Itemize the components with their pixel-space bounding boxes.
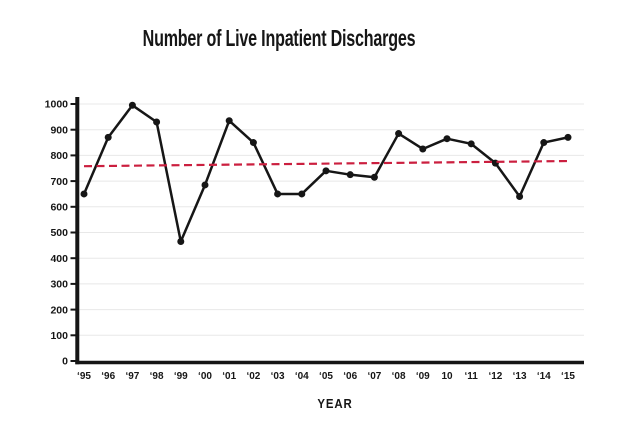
x-tick-label: ‘12 — [488, 371, 502, 382]
x-tick-label: ‘13 — [513, 371, 527, 382]
data-point — [370, 173, 378, 181]
y-tick-label: 800 — [50, 150, 68, 162]
x-tick-label: ‘15 — [561, 371, 575, 382]
y-tick-label: 700 — [50, 176, 68, 188]
x-tick-label: ‘00 — [198, 371, 212, 382]
data-point — [298, 190, 306, 198]
data-point — [225, 117, 233, 125]
y-tick-label: 600 — [50, 202, 68, 214]
data-point — [128, 101, 136, 109]
data-point — [80, 190, 88, 198]
data-point — [467, 140, 475, 148]
y-tick-label: 300 — [50, 279, 68, 291]
data-point — [153, 118, 161, 126]
x-tick-label: ‘02 — [246, 371, 260, 382]
x-tick-label: ‘01 — [222, 371, 236, 382]
x-tick-label: ‘08 — [392, 371, 406, 382]
data-point — [491, 159, 499, 167]
x-tick-label: ‘07 — [367, 371, 381, 382]
data-point — [322, 167, 330, 175]
data-point — [419, 145, 427, 153]
data-point — [443, 135, 451, 143]
chart-title: Number of Live Inpatient Discharges — [142, 25, 416, 51]
data-point — [395, 130, 403, 138]
x-tick-label: ‘95 — [77, 371, 91, 382]
x-tick-label: ‘09 — [416, 371, 430, 382]
y-tick-label: 200 — [50, 304, 68, 316]
data-point — [104, 133, 112, 141]
x-tick-label: ‘06 — [343, 371, 357, 382]
y-tick-label: 1000 — [45, 99, 69, 111]
x-axis-title: YEAR — [317, 396, 353, 411]
x-tick-label: ‘03 — [271, 371, 285, 382]
x-tick-label: ‘14 — [537, 371, 551, 382]
x-tick-label: ‘98 — [150, 371, 164, 382]
data-point — [249, 139, 257, 147]
x-tick-label: ‘04 — [295, 371, 309, 382]
x-tick-label: ‘96 — [101, 371, 115, 382]
data-point — [177, 237, 185, 245]
data-point — [540, 139, 548, 147]
data-point — [516, 193, 524, 201]
y-tick-label: 400 — [50, 253, 68, 265]
x-tick-label: ‘99 — [174, 371, 188, 382]
x-tick-label: ‘05 — [319, 371, 333, 382]
data-point — [564, 133, 572, 141]
x-tick-label: ‘97 — [125, 371, 139, 382]
data-point — [201, 181, 209, 189]
y-tick-label: 0 — [62, 356, 68, 368]
y-tick-label: 500 — [50, 227, 68, 239]
y-tick-label: 900 — [50, 124, 68, 136]
data-point — [274, 190, 282, 198]
y-tick-label: 100 — [50, 330, 68, 342]
x-tick-label: 10 — [441, 371, 453, 382]
x-tick-label: ‘11 — [465, 371, 479, 382]
data-point — [346, 171, 354, 179]
trend-line — [83, 159, 569, 168]
